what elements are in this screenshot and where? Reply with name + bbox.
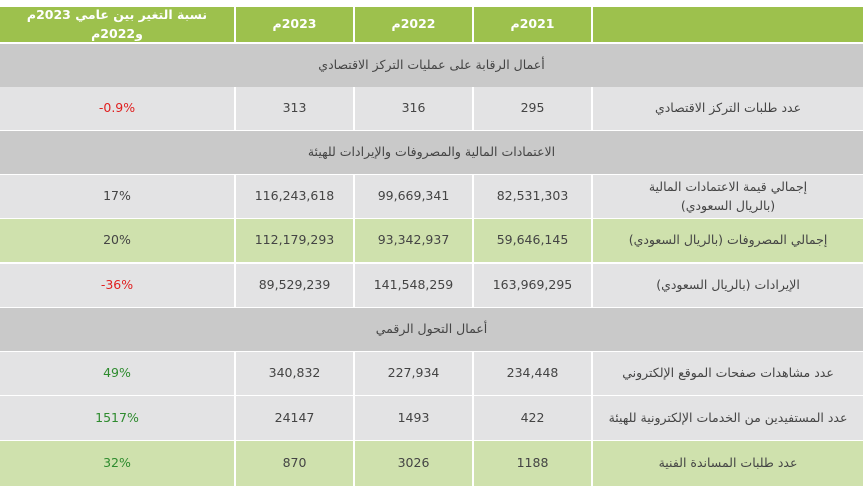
section-row: أعمال التحول الرقمي [0,308,863,351]
row-label: عدد المستفيدين من الخدمات الإلكترونية لل… [591,396,863,440]
table-header-row: 2021م 2022م 2023م نسبة التغير بين عامي 2… [0,7,863,42]
table-row: إجمالي قيمة الاعتمادات المالية (بالريال ا… [0,175,863,218]
row-label: عدد طلبات المساندة الفنية [591,441,863,486]
value-y2023: 116,243,618 [234,175,353,218]
change-percent: 32% [0,441,234,486]
change-percent: 17% [0,175,234,218]
value-y2023: 112,179,293 [234,219,353,262]
row-label: إجمالي المصروفات (بالريال السعودي) [591,219,863,262]
value-y2021: 163,969,295 [472,264,591,307]
row-label-line: إجمالي قيمة الاعتمادات المالية [648,179,808,195]
table-row: عدد مشاهدات صفحات الموقع الإلكتروني 234,4… [0,352,863,395]
value-y2022: 227,934 [353,352,472,395]
row-label: إجمالي قيمة الاعتمادات المالية (بالريال ا… [591,175,863,218]
row-label: الإيرادات (بالريال السعودي) [591,264,863,307]
value-y2022: 316 [353,87,472,130]
table-row: عدد طلبات التركز الاقتصادي 295 316 313 -0.9% [0,87,863,130]
header-2022: 2022م [353,7,472,42]
row-label-line: عدد طلبات المساندة الفنية [658,455,798,471]
header-2021: 2021م [472,7,591,42]
header-change: نسبة التغير بين عامي 2023م و2022م [0,7,234,42]
value-y2021: 82,531,303 [472,175,591,218]
table-row: عدد طلبات المساندة الفنية 1188 3026 870 32% [0,441,863,486]
section-title: أعمال التحول الرقمي [0,308,863,351]
value-y2023: 340,832 [234,352,353,395]
row-label: عدد طلبات التركز الاقتصادي [591,87,863,130]
header-label-cell [591,7,863,42]
value-y2021: 1188 [472,441,591,486]
value-y2022: 99,669,341 [353,175,472,218]
value-y2023: 89,529,239 [234,264,353,307]
value-y2022: 93,342,937 [353,219,472,262]
section-row: الاعتمادات المالية والمصروفات والإيرادات… [0,131,863,174]
section-title: الاعتمادات المالية والمصروفات والإيرادات… [0,131,863,174]
value-y2021: 59,646,145 [472,219,591,262]
value-y2022: 3026 [353,441,472,486]
section-title: أعمال الرقابة على عمليات التركز الاقتصاد… [0,44,863,87]
value-y2023: 24147 [234,396,353,440]
value-y2021: 422 [472,396,591,440]
value-y2023: 313 [234,87,353,130]
value-y2022: 1493 [353,396,472,440]
change-percent: 20% [0,219,234,262]
row-label-line: إجمالي المصروفات (بالريال السعودي) [628,232,828,248]
header-2023: 2023م [234,7,353,42]
row-label-line-2: (بالريال السعودي) [680,197,776,213]
row-label-line: الإيرادات (بالريال السعودي) [656,277,800,293]
table-row: إجمالي المصروفات (بالريال السعودي) 59,646… [0,219,863,262]
table-row: الإيرادات (بالريال السعودي) 163,969,295 14… [0,264,863,307]
change-percent: -0.9% [0,87,234,130]
section-row: أعمال الرقابة على عمليات التركز الاقتصاد… [0,44,863,87]
value-y2021: 234,448 [472,352,591,395]
change-percent: 49% [0,352,234,395]
row-label-line: عدد طلبات التركز الاقتصادي [654,100,802,116]
value-y2023: 870 [234,441,353,486]
value-y2021: 295 [472,87,591,130]
row-label-line: عدد المستفيدين من الخدمات الإلكترونية لل… [608,409,848,425]
value-y2022: 141,548,259 [353,264,472,307]
change-percent: -36% [0,264,234,307]
table-row: عدد المستفيدين من الخدمات الإلكترونية لل… [0,396,863,440]
change-percent: 1517% [0,396,234,440]
row-label: عدد مشاهدات صفحات الموقع الإلكتروني [591,352,863,395]
row-label-line: عدد مشاهدات صفحات الموقع الإلكتروني [622,365,834,381]
